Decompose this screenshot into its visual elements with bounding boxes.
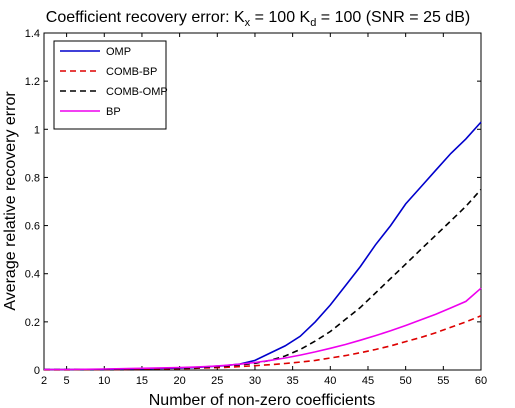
y-tick-label: 0.2: [25, 317, 40, 329]
y-axis-label: Average relative recovery error: [2, 91, 19, 311]
legend-box: [53, 40, 167, 130]
legend-label-omp: OMP: [106, 46, 131, 58]
chart-title-subscript-d: d: [310, 17, 316, 29]
x-axis-label: Number of non-zero coefficients: [149, 392, 375, 408]
y-tick-label: 0.6: [25, 221, 40, 233]
y-tick-label: 1.2: [25, 76, 40, 88]
legend-label-bp: BP: [106, 106, 121, 118]
x-tick-label: 20: [173, 375, 185, 387]
chart-title: Coefficient recovery error: Kx = 100 Kd …: [46, 9, 470, 29]
legend: OMP COMB-BP COMB-OMP BP: [53, 40, 168, 130]
series-line-bp: [44, 287, 482, 371]
y-tick-label: 0.8: [25, 172, 40, 184]
x-tick-label: 2: [41, 375, 47, 387]
chart-title-middle: = 100 K: [250, 9, 310, 26]
x-tick-label: 55: [437, 375, 449, 387]
y-tick-label: 1.4: [25, 28, 40, 40]
chart-title-main: Coefficient recovery error: K: [46, 9, 245, 26]
x-tick-label: 30: [249, 375, 261, 387]
x-tick-label: 35: [287, 375, 299, 387]
x-tick-label: 40: [324, 375, 336, 387]
y-tick-label: 1: [34, 124, 40, 136]
legend-label-comb-bp: COMB-BP: [106, 66, 157, 78]
x-tick-label: 45: [362, 375, 374, 387]
x-tick-label: 5: [64, 375, 70, 387]
x-tick-label: 15: [136, 375, 148, 387]
axis-tick-labels: 2 5 10 15 20 25 30 35 40 45 50 55 6000.20.40.60.811.…: [25, 28, 487, 387]
y-tick-label: 0.4: [25, 269, 40, 281]
x-tick-label: 50: [400, 375, 412, 387]
y-tick-label: 0: [34, 365, 40, 377]
chart-title-subscript-x: x: [245, 17, 251, 29]
chart-title-end: = 100 (SNR = 25 dB): [316, 9, 470, 26]
series-lines: [44, 121, 482, 371]
x-tick-label: 10: [98, 375, 110, 387]
x-tick-label: 25: [211, 375, 223, 387]
legend-label-comb-omp: COMB-OMP: [106, 86, 168, 98]
x-tick-label: 60: [475, 375, 487, 387]
